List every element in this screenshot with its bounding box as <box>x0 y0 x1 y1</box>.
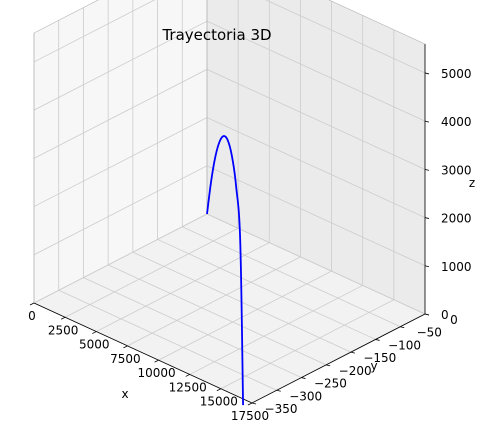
y-tick-label: 0 <box>450 313 458 327</box>
y-tick-label: −150 <box>363 351 396 365</box>
y-axis-ticks: 0 −50−100−150−200−250−300−350 <box>251 313 458 416</box>
axes-lines <box>33 0 426 404</box>
z-tick-mark <box>424 72 430 75</box>
x-tick-label: 7500 <box>110 352 141 366</box>
y-tick-mark <box>350 351 355 354</box>
z-tick-mark <box>424 217 430 219</box>
x-tick-label: 0 <box>28 309 36 323</box>
y-axis-line <box>251 313 426 404</box>
z-tick-mark <box>424 168 430 171</box>
z-tick-mark <box>424 313 430 316</box>
x-tick-mark <box>29 302 35 306</box>
z-tick-mark <box>424 120 430 123</box>
y-tick-mark <box>326 364 331 367</box>
x-axis-line <box>33 302 253 404</box>
x-tick-label: 12500 <box>169 380 207 394</box>
y-tick-mark <box>375 339 380 341</box>
x-tick-mark <box>247 402 253 406</box>
x-tick-label: 15000 <box>200 395 238 409</box>
z-tick-label: 1000 <box>441 260 472 274</box>
pane-edge <box>33 0 426 303</box>
grid-line-z <box>33 0 426 74</box>
chart-title: Trayectoria 3D <box>161 26 271 44</box>
x-tick-label: 10000 <box>137 366 175 380</box>
x-tick-mark <box>60 316 66 320</box>
x-tick-mark <box>92 331 97 334</box>
z-tick-label: 3000 <box>441 163 472 177</box>
z-tick-label: 4000 <box>441 115 472 129</box>
y-tick-label: −350 <box>265 402 298 416</box>
x-tick-label: 17500 <box>231 409 269 423</box>
z-axis-ticks: 0 1000 2000 3000 4000 5000 <box>424 67 472 322</box>
x-tick-mark <box>123 345 128 349</box>
x-axis-label: x <box>121 387 128 401</box>
x-tick-label: 5000 <box>79 338 110 352</box>
y-axis-label: y <box>370 359 377 373</box>
y-tick-label: −100 <box>388 338 421 352</box>
z-tick-mark <box>424 265 430 268</box>
y-tick-label: −250 <box>314 377 347 391</box>
side-pane <box>34 0 207 303</box>
z-tick-label: 0 <box>441 308 449 322</box>
trajectory-line <box>206 135 244 406</box>
y-tick-mark <box>400 326 405 329</box>
y-tick-label: −200 <box>339 364 372 378</box>
z-tick-label: 2000 <box>441 212 472 226</box>
z-axis-label: z <box>469 176 475 190</box>
x-tick-label: 2500 <box>48 323 79 337</box>
y-tick-mark <box>251 402 257 405</box>
y-tick-mark <box>276 389 281 392</box>
x-tick-mark <box>216 388 222 392</box>
y-tick-mark <box>301 377 306 379</box>
z-tick-label: 5000 <box>441 67 472 81</box>
axes-panes <box>34 0 425 403</box>
x-tick-mark <box>154 359 159 363</box>
y-tick-label: −50 <box>417 326 442 340</box>
series-lines <box>206 135 244 406</box>
back-pane <box>207 0 425 314</box>
y-tick-label: −300 <box>289 389 322 403</box>
x-tick-mark <box>185 374 190 377</box>
floor-pane <box>34 214 425 403</box>
